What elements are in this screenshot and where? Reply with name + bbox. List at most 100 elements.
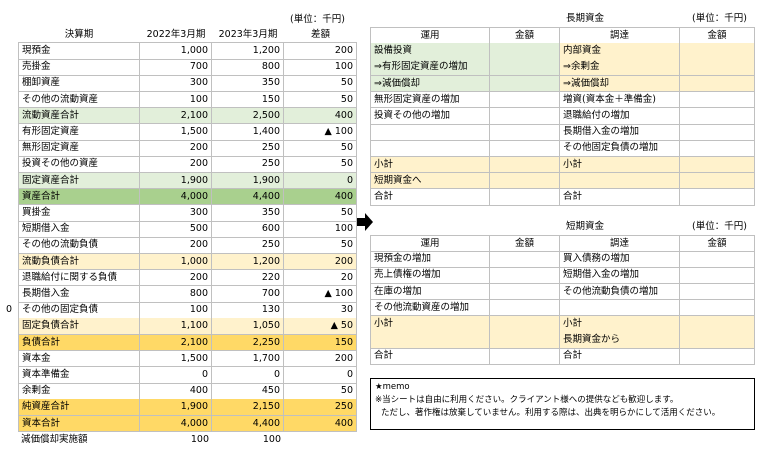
table-cell: 合計	[370, 189, 490, 206]
table-cell: 在庫の増加	[370, 283, 490, 301]
table-cell: 200	[284, 43, 357, 60]
table-cell	[680, 140, 755, 158]
table-cell	[490, 75, 560, 93]
table-cell: 退職給付の増加	[560, 108, 680, 125]
table-cell: 50	[284, 140, 357, 157]
table-cell: 200	[140, 140, 212, 157]
memo-box: ★memo ※当シートは自由に利用ください。クライアント様への提供なども歓迎しま…	[370, 378, 755, 430]
table-cell: 資本金	[18, 350, 140, 368]
table-cell	[370, 140, 490, 158]
table-cell	[490, 332, 560, 349]
table-cell: 負債合計	[18, 334, 140, 352]
table-cell	[560, 172, 680, 190]
table-cell: 2,500	[212, 107, 284, 125]
table-cell: その他の流動負債	[18, 237, 140, 255]
table-cell: 1,500	[140, 350, 212, 368]
table-cell	[370, 332, 490, 349]
table-cell: 小計	[370, 316, 490, 333]
table-cell: 内部資金	[560, 43, 680, 60]
table-cell: その他固定負債の増加	[560, 140, 680, 158]
table-cell: 150	[284, 334, 357, 352]
table-cell: 400	[284, 107, 357, 125]
table-cell: 4,400	[212, 188, 284, 206]
table-cell: 50	[284, 91, 357, 109]
table-cell: ⇒有形固定資産の増加	[370, 59, 490, 77]
table-cell: 220	[212, 269, 284, 287]
table-cell: ▲ 100	[284, 124, 357, 141]
table-cell	[680, 59, 755, 77]
table-cell: 1,000	[140, 253, 212, 271]
memo-line: ※当シートは自由に利用ください。クライアント様への提供なども歓迎します。	[375, 395, 679, 405]
table-cell: 700	[212, 286, 284, 303]
table-cell: ▲ 50	[284, 318, 357, 336]
table-cell: 1,500	[140, 124, 212, 141]
table-cell: 1,900	[140, 399, 212, 417]
table-cell: 長期借入金の増加	[560, 124, 680, 141]
table-cell: 350	[212, 205, 284, 222]
table-cell: 売掛金	[18, 59, 140, 76]
table-cell	[490, 348, 560, 366]
header-cell: 2023年3月期	[212, 27, 284, 43]
table-cell: 100	[262, 433, 281, 445]
table-cell: 50	[284, 383, 357, 400]
table-cell: 250	[212, 237, 284, 255]
table-cell: ⇒減価償却	[560, 75, 680, 93]
table-cell: 投資その他の資産	[18, 156, 140, 174]
header-cell: 金額	[490, 235, 560, 252]
table-title: 短期資金	[566, 221, 605, 232]
table-cell: ⇒減価償却	[370, 75, 490, 93]
table-cell	[490, 189, 560, 206]
table-cell	[490, 140, 560, 158]
header-cell: 金額	[680, 235, 755, 252]
table-cell	[370, 124, 490, 141]
table-cell: 0	[284, 172, 357, 190]
table-cell: 700	[140, 59, 212, 76]
table-cell: 250	[212, 140, 284, 157]
table-cell: その他の流動資産	[18, 91, 140, 109]
table-cell: 小計	[370, 156, 490, 174]
table-cell: 1,200	[212, 43, 284, 60]
table-cell: 0	[212, 367, 284, 384]
table-cell: 30	[284, 302, 357, 319]
table-cell: 長期資金から	[560, 332, 680, 349]
table-cell	[680, 91, 755, 109]
table-cell: 現預金	[18, 43, 140, 60]
table-cell: 100	[190, 433, 209, 445]
table-cell	[680, 316, 755, 333]
unit-label: (単位：千円)	[692, 221, 747, 232]
table-cell: 1,900	[140, 172, 212, 190]
table-cell: その他流動負債の増加	[560, 283, 680, 301]
table-cell: 小計	[560, 316, 680, 333]
header-cell: 調達	[560, 235, 680, 252]
table-cell: 短期借入金の増加	[560, 267, 680, 285]
table-cell	[680, 251, 755, 268]
table-cell: 無形固定資産の増加	[370, 91, 490, 109]
table-cell: 短期借入金	[18, 221, 140, 238]
table-cell: 300	[140, 205, 212, 222]
table-cell: 資産合計	[18, 188, 140, 206]
table-cell	[680, 43, 755, 60]
table-cell: 200	[140, 237, 212, 255]
table-cell: 50	[284, 237, 357, 255]
table-cell	[490, 156, 560, 174]
table-cell: 1,900	[212, 172, 284, 190]
table-cell: 固定資産合計	[18, 172, 140, 190]
table-cell	[680, 348, 755, 366]
table-cell: 増資(資本金＋準備金)	[560, 91, 680, 109]
table-cell: 設備投資	[370, 43, 490, 60]
table-cell	[560, 299, 680, 317]
table-cell: 0	[140, 367, 212, 384]
table-cell	[680, 108, 755, 125]
table-cell: 4,400	[212, 415, 284, 433]
header-cell: 決算期	[18, 27, 140, 43]
table-cell: 1,000	[140, 43, 212, 60]
header-cell: 金額	[680, 27, 755, 44]
unit-label: (単位：千円)	[290, 14, 345, 25]
table-cell: 2,100	[140, 334, 212, 352]
table-cell	[490, 172, 560, 190]
table-cell: 退職給付に関する負債	[18, 269, 140, 287]
header-cell: 運用	[370, 235, 490, 252]
table-cell	[284, 432, 357, 449]
unit-label: (単位：千円)	[692, 13, 747, 24]
table-cell	[680, 299, 755, 317]
